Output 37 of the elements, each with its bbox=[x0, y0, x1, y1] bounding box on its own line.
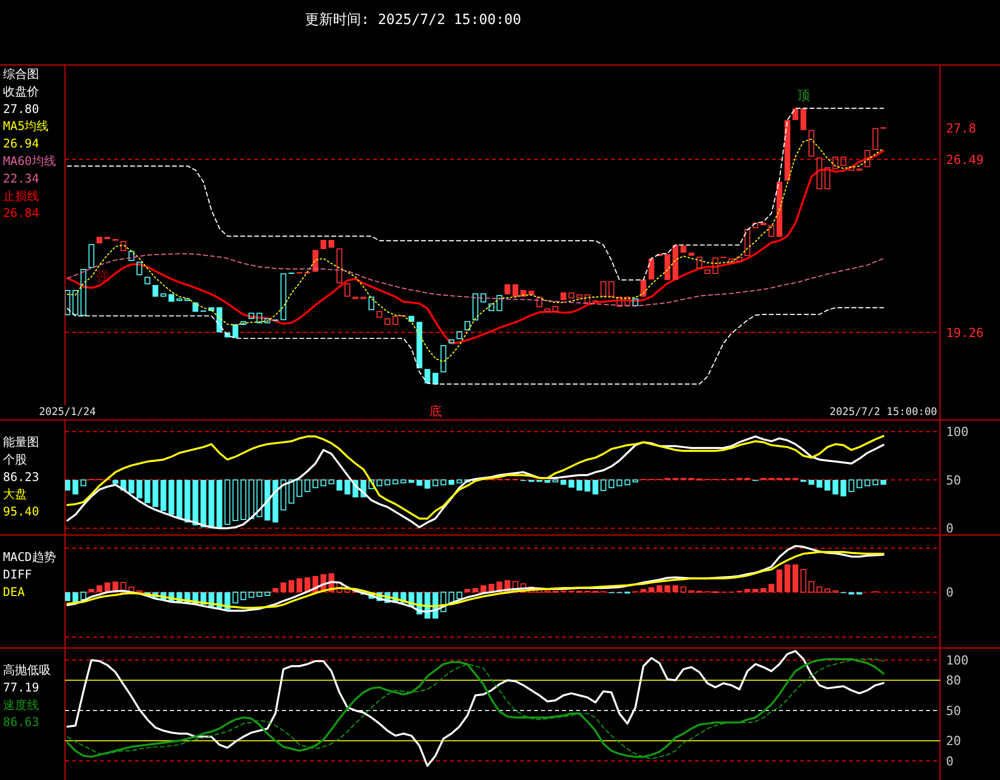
y-tick-label: 19.26 bbox=[946, 324, 984, 340]
chart-title: 更新时间: 2025/7/2 15:00:00 bbox=[305, 12, 522, 28]
y-tick-label: 100 bbox=[946, 652, 969, 668]
y-tick-label: 27.8 bbox=[946, 120, 976, 136]
y-tick-label: 50 bbox=[946, 702, 962, 718]
x-tick-label: 2025/1/24 bbox=[38, 406, 96, 418]
text: DEA bbox=[3, 584, 26, 599]
y-tick-label: 80 bbox=[946, 672, 962, 688]
text: DIFF bbox=[3, 567, 32, 582]
y-tick-label: 0 bbox=[946, 753, 954, 768]
text: 止损线 bbox=[3, 188, 39, 203]
text: 个股 bbox=[3, 452, 27, 466]
text: 26.94 bbox=[3, 136, 40, 151]
y-tick-label: 50 bbox=[946, 472, 962, 488]
text: 95.40 bbox=[3, 504, 40, 519]
chart-subtitle: 综合图 bbox=[3, 67, 39, 81]
y-tick-label: 20 bbox=[946, 733, 962, 748]
text: 底 bbox=[428, 404, 442, 420]
chart-title: MACD趋势 bbox=[3, 550, 56, 564]
text: 能量图 bbox=[3, 435, 39, 449]
text: 收盘价 bbox=[3, 84, 39, 98]
text: MA5均线 bbox=[3, 119, 49, 134]
y-tick-label: 100 bbox=[946, 424, 969, 440]
text: 22.34 bbox=[3, 171, 40, 186]
text: 顶 bbox=[796, 88, 810, 104]
text: 86.63 bbox=[3, 715, 40, 730]
text: 77.19 bbox=[3, 680, 40, 694]
y-tick-label: 0 bbox=[946, 520, 954, 536]
text: 26.84 bbox=[3, 206, 40, 220]
text: 速度线 bbox=[3, 698, 39, 712]
text: 大盘 bbox=[3, 487, 27, 502]
y-tick-label: 26.49 bbox=[946, 152, 984, 167]
text: MA60均线 bbox=[3, 154, 56, 168]
x-tick-label: 2025/7/2 15:00:00 bbox=[830, 406, 938, 418]
text: 27.80 bbox=[3, 102, 40, 116]
text: 高抛低吸 bbox=[3, 663, 51, 677]
text: 86.23 bbox=[3, 470, 40, 484]
